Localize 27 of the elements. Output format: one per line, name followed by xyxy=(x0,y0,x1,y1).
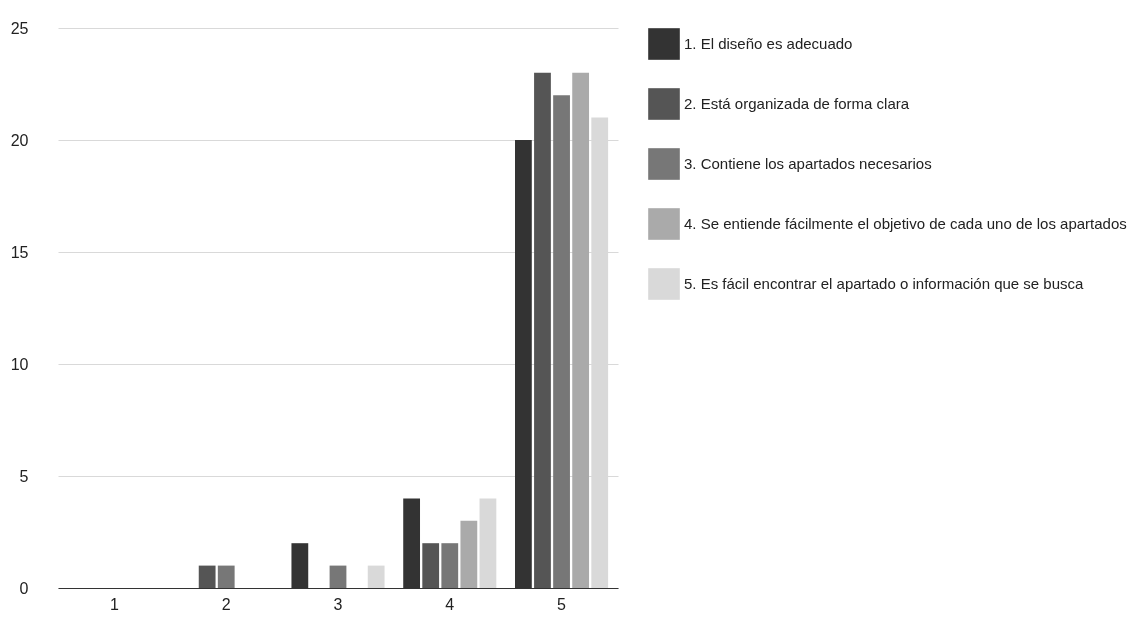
legend-label: 1. El diseño es adecuado xyxy=(684,35,853,52)
y-tick-label: 0 xyxy=(19,579,29,597)
legend-label: 5. Es fácil encontrar el apartado o información que se busca xyxy=(684,275,1085,292)
bar xyxy=(367,565,385,588)
bar xyxy=(553,95,570,588)
y-tick-label: 10 xyxy=(10,355,29,373)
bar xyxy=(217,565,235,588)
bar xyxy=(572,72,590,588)
x-tick-label: 3 xyxy=(333,595,343,613)
x-tick-label: 1 xyxy=(109,595,119,613)
x-tick-label: 5 xyxy=(557,595,567,613)
bar xyxy=(534,72,551,588)
x-tick-label: 4 xyxy=(445,595,455,613)
y-tick-label: 20 xyxy=(10,131,29,149)
bar xyxy=(198,565,216,588)
legend-label: 3. Contiene los apartados necesarios xyxy=(684,155,932,172)
legend-label: 4. Se entiende fácilmente el objetivo de cada uno de los apartados xyxy=(684,215,1127,232)
y-tick-label: 15 xyxy=(10,243,29,261)
bar xyxy=(422,543,440,588)
bar xyxy=(329,565,347,588)
bar xyxy=(441,543,459,588)
y-tick-label: 5 xyxy=(19,467,29,485)
bar xyxy=(479,498,497,588)
x-tick-label: 2 xyxy=(221,595,231,613)
y-tick-label: 25 xyxy=(10,19,29,37)
legend-label: 2. Está organizada de forma clara xyxy=(684,95,910,112)
bar xyxy=(460,520,478,588)
